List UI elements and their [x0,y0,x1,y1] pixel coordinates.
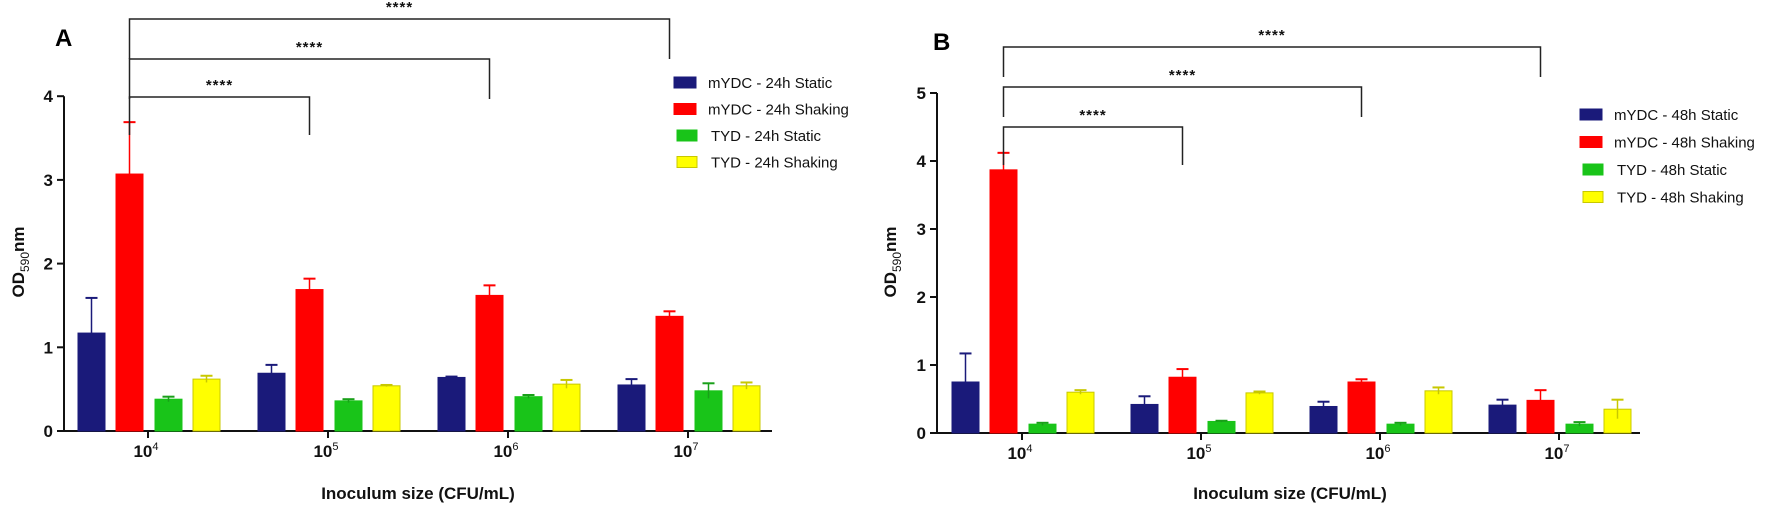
x-tick-exponent: 7 [692,441,698,453]
bar-tyd-24h-static [334,400,363,432]
significance-bracket [128,96,311,135]
significance-label: **** [296,39,323,56]
legend-label: mYDC - 24h Static [708,75,833,92]
bar-mydc-24h-static [437,376,466,432]
bar-mydc-24h-shaking [655,315,684,432]
x-axis-label: Inoculum size (CFU/mL) [321,484,515,503]
x-tick-label: 107 [1544,443,1569,463]
x-axis-label: Inoculum size (CFU/mL) [1193,484,1387,503]
x-tick-exponent: 7 [1563,443,1569,455]
significance-label: **** [1169,67,1196,84]
bar-mydc-48h-shaking [1347,381,1376,434]
x-tick-exponent: 5 [332,441,338,453]
bar-tyd-48h-shaking [1424,390,1453,434]
legend-label: mYDC - 48h Static [1614,107,1739,124]
x-tick-base: 10 [313,442,332,461]
significance-label: **** [1079,107,1106,124]
x-tick-label: 105 [1186,443,1211,463]
y-tick-label: 3 [44,171,53,190]
y-tick-label: 1 [44,338,53,357]
x-tick-base: 10 [1007,444,1026,463]
y-axis-label-main: OD [9,272,28,298]
bar-tyd-48h-shaking [1245,392,1274,434]
legend-swatch [1579,136,1603,148]
significance-bracket [1002,46,1542,77]
legend-label: mYDC - 24h Shaking [708,102,849,119]
significance-label: **** [1258,27,1285,44]
y-axis-label-subscript: 590 [18,252,32,272]
x-tick-base: 10 [493,442,512,461]
y-axis-label-subscript: 590 [890,252,904,272]
legend-label: TYD - 24h Shaking [711,155,838,172]
significance-label: **** [206,77,233,94]
bar-tyd-24h-shaking [552,383,581,432]
legend-swatch [1582,163,1604,176]
bar-mydc-24h-shaking [295,289,324,432]
legend-swatch [673,76,697,89]
x-tick-label: 107 [673,441,698,461]
significance-label: **** [386,0,413,16]
x-tick-exponent: 4 [1026,443,1032,455]
x-tick-label: 106 [1365,443,1390,463]
x-tick-exponent: 6 [1384,443,1390,455]
y-tick-label: 0 [917,424,926,443]
panel-label: A [55,25,72,52]
legend-swatch [1582,191,1604,203]
bar-mydc-24h-static [617,384,646,432]
bar-tyd-24h-shaking [372,385,401,432]
y-axis-label-unit: nm [9,226,28,252]
y-tick-label: 2 [917,288,926,307]
y-axis-label: OD590nm [881,226,904,297]
y-tick-label: 4 [917,152,927,171]
legend-label: TYD - 24h Static [711,128,822,145]
legend-label: TYD - 48h Static [1617,162,1728,179]
x-tick-base: 10 [673,442,692,461]
bar-tyd-24h-shaking [732,385,761,432]
bar-mydc-48h-shaking [1168,376,1197,434]
legend-swatch [1579,108,1603,121]
bar-mydc-48h-shaking [989,169,1018,434]
y-tick-label: 4 [44,87,54,106]
bar-tyd-48h-static [1207,420,1236,434]
y-tick-label: 5 [917,84,926,103]
y-tick-label: 2 [44,255,53,274]
bar-tyd-24h-shaking [192,378,221,432]
legend-swatch [673,103,697,115]
legend-label: mYDC - 48h Shaking [1614,135,1755,152]
x-tick-exponent: 6 [512,441,518,453]
legend-swatch [676,129,698,142]
y-axis-label: OD590nm [9,226,32,297]
x-tick-exponent: 5 [1205,443,1211,455]
x-tick-label: 104 [133,441,158,461]
significance-bracket [1002,126,1184,165]
x-tick-base: 10 [1186,444,1205,463]
y-tick-label: 0 [44,422,53,441]
bar-mydc-24h-static [257,372,286,432]
x-tick-base: 10 [1365,444,1384,463]
x-tick-exponent: 4 [152,441,158,453]
bar-mydc-24h-shaking [475,294,504,432]
y-axis-label-main: OD [881,272,900,298]
x-tick-base: 10 [133,442,152,461]
x-tick-label: 104 [1007,443,1032,463]
legend-label: TYD - 48h Shaking [1617,190,1744,207]
x-tick-label: 106 [493,441,518,461]
significance-bracket [128,18,671,59]
x-tick-base: 10 [1544,444,1563,463]
significance-bracket [128,58,491,99]
panel-label: B [933,29,950,56]
y-tick-label: 1 [917,356,926,375]
bar-tyd-24h-static [514,396,543,432]
y-axis-label-unit: nm [881,226,900,252]
bar-tyd-24h-static [154,398,183,432]
bar-tyd-48h-shaking [1066,391,1095,434]
significance-bracket [1002,86,1363,117]
x-tick-label: 105 [313,441,338,461]
y-tick-label: 3 [917,220,926,239]
legend-swatch [676,156,698,168]
